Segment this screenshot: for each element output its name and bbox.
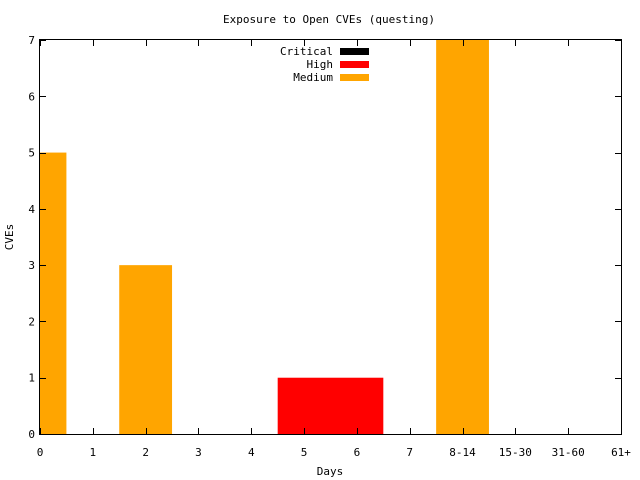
x-tick-label: 7: [406, 446, 413, 459]
legend-swatch-medium: [340, 74, 369, 81]
y-axis-label: CVEs: [3, 224, 16, 251]
bar-medium-1: [119, 265, 173, 434]
y-tick-label: 4: [28, 203, 35, 216]
ticks-layer: 0 1 2 3 4 5 6 7 0 1 2 3 4 5 6 7 8-14 15-30 31-60 61+: [28, 34, 631, 459]
legend-label-high: High: [307, 58, 334, 71]
y-tick-label: 0: [28, 428, 35, 441]
x-tick-label: 4: [248, 446, 255, 459]
x-tick-label: 1: [90, 446, 97, 459]
legend-label-critical: Critical: [280, 45, 333, 58]
bar-high-0: [277, 377, 384, 434]
x-tick-label: 31-60: [552, 446, 585, 459]
plot-frame: [39, 39, 622, 435]
x-tick-label: 0: [37, 446, 44, 459]
bar-medium-2: [436, 40, 489, 434]
y-tick-label: 1: [28, 372, 35, 385]
x-tick-label: 3: [195, 446, 202, 459]
x-tick-label: 6: [354, 446, 361, 459]
x-axis-label: Days: [317, 465, 344, 478]
legend-swatch-high: [340, 61, 369, 68]
y-tick-label: 6: [28, 90, 35, 103]
legend-label-medium: Medium: [293, 71, 333, 84]
legend-swatch-critical: [340, 48, 369, 55]
y-tick-label: 3: [28, 259, 35, 272]
x-tick-label: 8-14: [449, 446, 476, 459]
bar-medium-0: [40, 152, 67, 435]
x-tick-label: 15-30: [499, 446, 532, 459]
y-tick-label: 7: [28, 34, 35, 47]
chart-title: Exposure to Open CVEs (questing): [223, 13, 435, 26]
bars-layer: [40, 40, 489, 435]
x-tick-label: 2: [142, 446, 149, 459]
y-tick-label: 5: [28, 147, 35, 160]
x-tick-label: 5: [301, 446, 308, 459]
y-tick-label: 2: [28, 315, 35, 328]
x-tick-label: 61+: [611, 446, 631, 459]
